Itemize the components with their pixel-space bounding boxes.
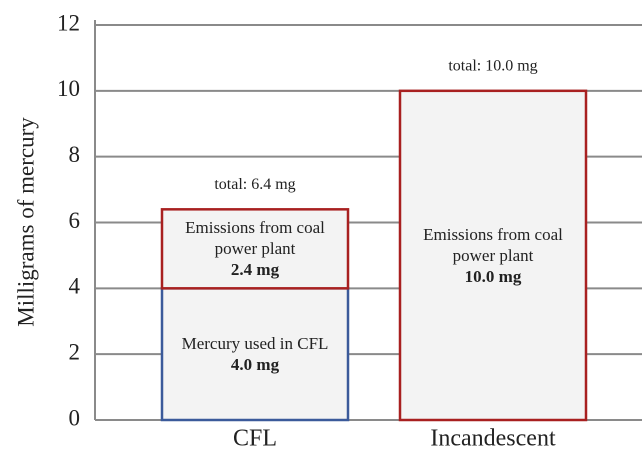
y-tick-label: 6 — [69, 208, 81, 233]
y-tick-label: 4 — [69, 274, 81, 299]
y-tick-label: 0 — [69, 405, 81, 430]
segment-name: Emissions from coal power plant — [180, 217, 330, 259]
x-tick-label: Incandescent — [430, 426, 556, 452]
y-axis-label: Milligrams of mercury — [13, 117, 38, 327]
x-tick-label: CFL — [233, 426, 277, 452]
y-tick-label: 2 — [69, 339, 81, 364]
y-tick-label: 10 — [57, 76, 80, 101]
total-label: total: 10.0 mg — [448, 58, 537, 75]
chart: Milligrams of mercury 0 2 4 6 8 10 12 CFL Mercur… — [0, 0, 642, 455]
y-tick-label: 12 — [57, 10, 80, 35]
segment-value: 4.0 mg — [231, 354, 279, 375]
total-label: total: 6.4 mg — [214, 176, 295, 193]
segment-name: Emissions from coal power plant — [418, 224, 568, 266]
segment-value: 10.0 mg — [465, 266, 522, 287]
y-tick-label: 8 — [69, 142, 81, 167]
segment-value: 2.4 mg — [231, 259, 279, 280]
segment-name: Mercury used in CFL — [182, 333, 329, 354]
